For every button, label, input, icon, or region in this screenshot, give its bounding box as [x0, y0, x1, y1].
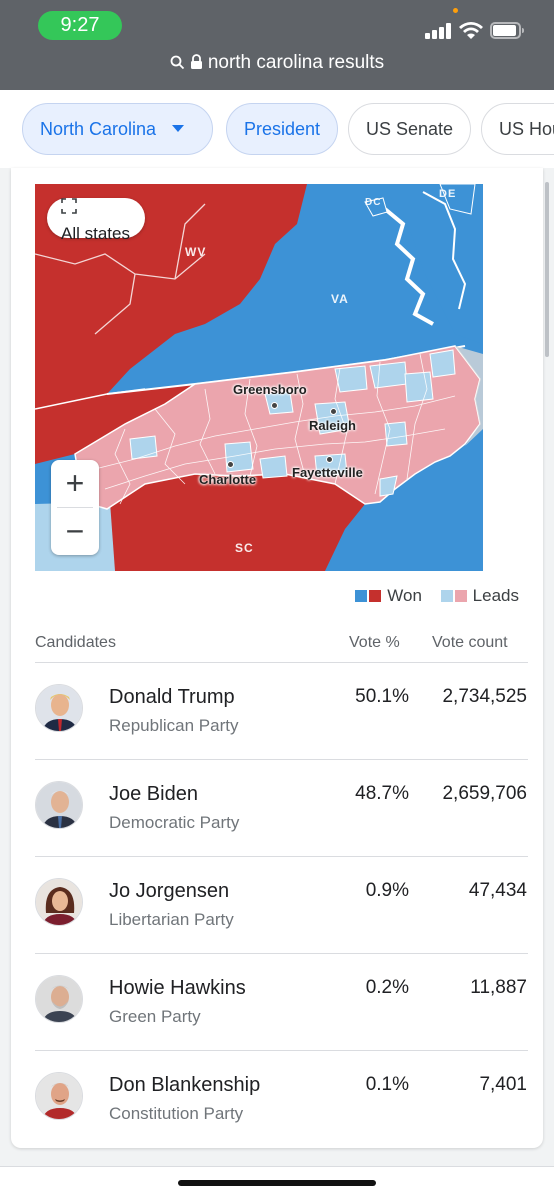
avatar: [35, 878, 83, 926]
vote-percent: 0.1%: [365, 1074, 409, 1095]
map-legend: Won Leads: [355, 586, 519, 606]
legend-swatch-rep-leads: [454, 590, 467, 602]
table-row[interactable]: Howie Hawkins Green Party 0.2% 11,887: [11, 953, 543, 1050]
state-label-sc: SC: [235, 541, 254, 555]
avatar: [35, 781, 83, 829]
candidate-party: Green Party: [109, 1007, 201, 1026]
zoom-in-button[interactable]: +: [65, 465, 85, 501]
candidate-name: Donald Trump: [109, 686, 235, 708]
wifi-icon: [459, 22, 483, 39]
legend-won-label: Won: [387, 586, 422, 605]
all-states-button[interactable]: All states: [47, 198, 145, 243]
city-label-raleigh: Raleigh: [309, 418, 356, 433]
zoom-controls: + −: [51, 460, 99, 555]
candidate-name: Jo Jorgensen: [109, 880, 230, 902]
table-row[interactable]: Joe Biden Democratic Party 48.7% 2,659,7…: [11, 759, 543, 856]
state-label-de: DE: [439, 188, 457, 200]
city-dot-charlotte: [227, 461, 234, 468]
table-row[interactable]: Donald Trump Republican Party 50.1% 2,73…: [11, 662, 543, 759]
legend-swatch-dem-won: [355, 590, 368, 602]
candidate-party: Constitution Party: [109, 1104, 244, 1123]
header-vote-pct: Vote %: [349, 634, 400, 651]
candidate-name: Howie Hawkins: [109, 977, 246, 999]
map-canvas: [35, 184, 483, 571]
zoom-out-button[interactable]: −: [65, 513, 85, 549]
clock[interactable]: 9:27: [38, 11, 122, 40]
vote-percent: 48.7%: [355, 783, 409, 804]
scrollbar-thumb[interactable]: [545, 182, 549, 357]
address-bar[interactable]: north carolina results: [0, 48, 554, 90]
state-label-dc: DC: [365, 197, 382, 208]
header-vote-count: Vote count: [432, 634, 508, 651]
lock-icon: [190, 54, 202, 69]
avatar: [35, 975, 83, 1023]
city-label-charlotte: Charlotte: [199, 472, 257, 487]
avatar: [35, 684, 83, 732]
state-dropdown-label: North Carolina: [40, 119, 157, 139]
cellular-signal-icon: [425, 23, 453, 39]
zoom-divider: [57, 507, 93, 508]
row-divider: [35, 953, 528, 954]
city-dot-greensboro: [271, 402, 278, 409]
state-label-va: VA: [331, 292, 349, 306]
vote-count: 2,659,706: [442, 783, 527, 804]
privacy-indicator-dot: [453, 8, 458, 13]
header-divider: [35, 662, 528, 663]
row-divider: [35, 759, 528, 760]
city-label-fayetteville: Fayetteville: [292, 465, 363, 480]
chip-president[interactable]: President: [226, 103, 339, 155]
results-table-header: Candidates Vote % Vote count: [35, 634, 519, 664]
chip-us-house[interactable]: US Hou: [481, 103, 554, 155]
chevron-down-icon: [172, 125, 185, 132]
vote-count: 47,434: [468, 880, 527, 901]
results-card: All states WV VA SC DC DE Greensboro Ral…: [11, 168, 543, 1148]
legend-swatch-rep-won: [369, 590, 382, 602]
all-states-label: All states: [61, 224, 130, 243]
table-row[interactable]: Don Blankenship Constitution Party 0.1% …: [11, 1050, 543, 1147]
candidate-party: Republican Party: [109, 716, 239, 735]
vote-count: 7,401: [479, 1074, 527, 1095]
expand-icon: [61, 198, 77, 214]
avatar: [35, 1072, 83, 1120]
home-indicator[interactable]: [178, 1180, 376, 1186]
vote-percent: 0.2%: [365, 977, 409, 998]
filter-chip-bar: North Carolina President US Senate US Ho…: [0, 90, 554, 168]
url-text: north carolina results: [207, 52, 385, 73]
city-dot-raleigh: [330, 408, 337, 415]
candidate-party: Democratic Party: [109, 813, 240, 832]
results-map[interactable]: All states WV VA SC DC DE Greensboro Ral…: [35, 184, 483, 571]
chip-us-senate[interactable]: US Senate: [348, 103, 472, 155]
vote-count: 11,887: [470, 977, 527, 998]
legend-leads-label: Leads: [472, 586, 519, 605]
status-bar: 9:27: [0, 0, 554, 48]
battery-icon: [490, 22, 524, 39]
candidate-name: Joe Biden: [109, 783, 198, 805]
vote-percent: 0.9%: [365, 880, 409, 901]
header-candidates: Candidates: [35, 634, 116, 651]
row-divider: [35, 1050, 528, 1051]
candidate-party: Libertarian Party: [109, 910, 234, 929]
table-row[interactable]: Jo Jorgensen Libertarian Party 0.9% 47,4…: [11, 856, 543, 953]
state-dropdown-chip[interactable]: North Carolina: [22, 103, 213, 155]
vote-percent: 50.1%: [355, 686, 409, 707]
candidate-name: Don Blankenship: [109, 1074, 261, 1096]
legend-swatch-dem-leads: [440, 590, 453, 602]
city-label-greensboro: Greensboro: [233, 382, 307, 397]
vote-count: 2,734,525: [442, 686, 527, 707]
search-icon: [170, 55, 184, 70]
state-label-wv: WV: [185, 245, 207, 259]
row-divider: [35, 856, 528, 857]
city-dot-fayetteville: [326, 456, 333, 463]
